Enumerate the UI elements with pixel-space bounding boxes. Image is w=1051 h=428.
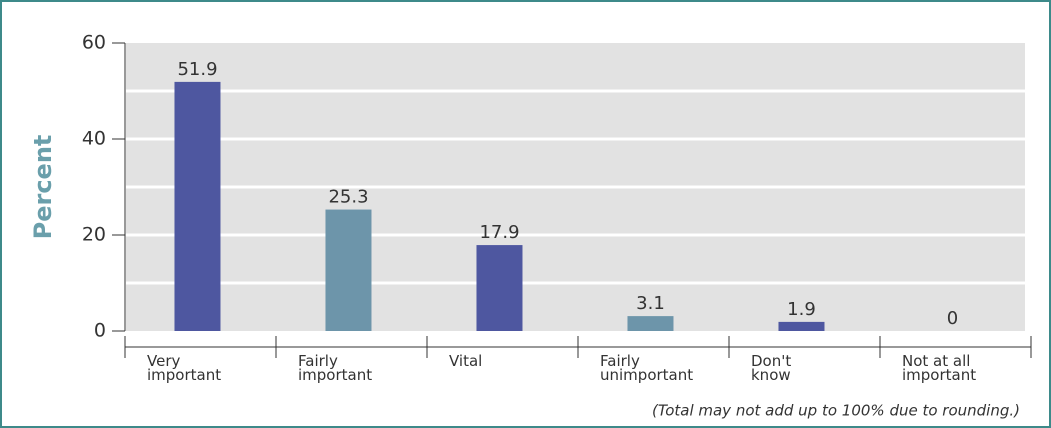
y-axis-label: Percent: [29, 135, 57, 240]
bar: [476, 245, 523, 331]
bar: [627, 316, 674, 331]
value-label: 0: [947, 308, 958, 329]
x-tick-label: Fairly important: [298, 352, 372, 384]
y-tick-label: 20: [82, 224, 106, 246]
y-tick-label: 0: [94, 320, 106, 342]
x-tick-label-line: Not at all: [902, 352, 970, 370]
x-tick-label-line: Very: [147, 352, 180, 370]
bar: [325, 209, 372, 331]
x-tick-label: Fairly unimportant: [600, 352, 693, 384]
value-label: 51.9: [177, 59, 217, 80]
footnote: (Total may not add up to 100% due to rou…: [652, 402, 1020, 420]
x-tick-label: Don't know: [751, 352, 791, 384]
x-tick-label: Very important: [147, 352, 221, 384]
bar: [778, 321, 825, 331]
x-tick-label-line: Fairly: [298, 352, 338, 370]
x-tick-label-line: Don't: [751, 352, 791, 370]
x-tick-label-line: know: [751, 366, 791, 384]
x-tick-label-line: important: [147, 366, 221, 384]
x-tick-label-line: Fairly: [600, 352, 640, 370]
value-label: 1.9: [787, 299, 816, 320]
x-tick-label-line: Vital: [449, 352, 482, 370]
x-tick-label-line: important: [902, 366, 976, 384]
x-tick-label: Vital: [449, 352, 482, 370]
value-label: 3.1: [636, 293, 665, 314]
y-tick-label: 40: [82, 128, 106, 150]
value-label: 25.3: [328, 187, 368, 208]
y-tick-label: 60: [82, 32, 106, 54]
bar: [174, 81, 221, 331]
value-label: 17.9: [479, 222, 519, 243]
x-tick-label-line: important: [298, 366, 372, 384]
x-tick-label: Not at all important: [902, 352, 976, 384]
x-tick-label-line: unimportant: [600, 366, 693, 384]
